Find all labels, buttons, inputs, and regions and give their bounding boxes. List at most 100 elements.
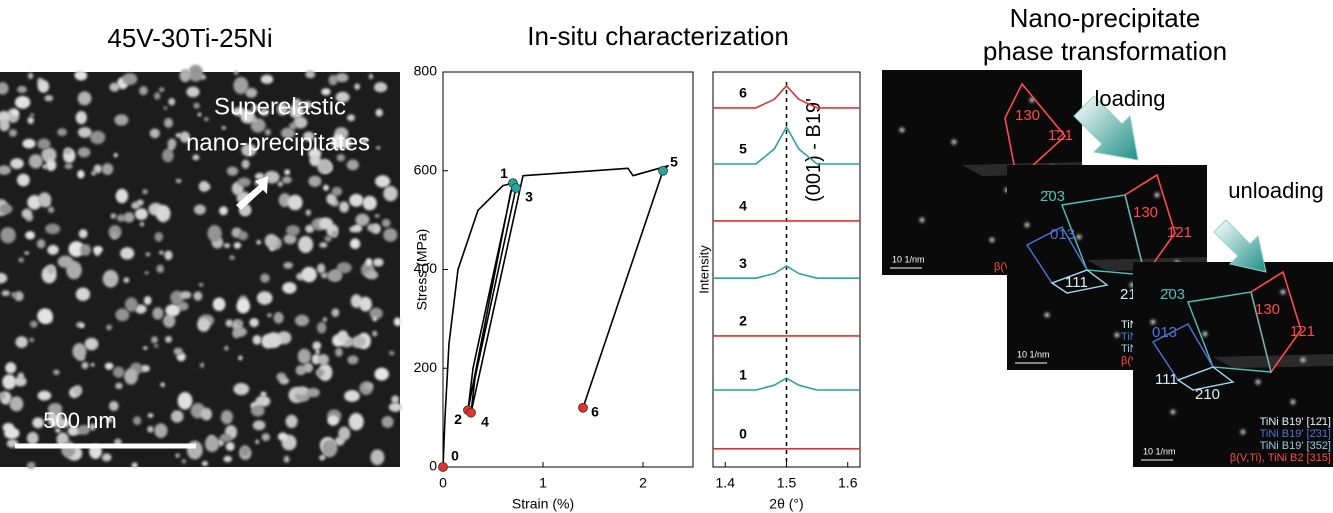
- miller-index: 130: [1015, 107, 1040, 124]
- precipitate: [41, 147, 57, 163]
- precipitate: [9, 396, 24, 412]
- precipitate: [0, 165, 11, 175]
- precipitate: [147, 413, 154, 418]
- precipitate: [251, 104, 260, 112]
- precipitate: [264, 234, 278, 248]
- precipitate: [37, 390, 52, 401]
- precipitate: [221, 126, 226, 130]
- precipitate: [180, 291, 192, 299]
- precipitate: [308, 175, 322, 187]
- precipitate: [250, 404, 265, 417]
- precipitate: [372, 330, 378, 337]
- precipitate: [14, 96, 31, 109]
- precipitate: [27, 195, 42, 210]
- precipitate: [282, 282, 297, 294]
- precipitate: [296, 386, 309, 396]
- trace-label: 3: [739, 255, 747, 271]
- precipitate: [331, 186, 343, 196]
- precipitate: [0, 204, 13, 214]
- step-label: unloading: [1228, 178, 1323, 203]
- precipitate: [260, 391, 267, 398]
- state-label: 6: [591, 403, 599, 419]
- precipitate: [123, 277, 130, 283]
- precipitate: [323, 184, 329, 191]
- sem-annotation: Superelastic: [214, 93, 346, 120]
- precipitate: [305, 70, 316, 79]
- precipitate: [17, 85, 27, 94]
- diffraction-spot: [1280, 289, 1286, 295]
- y-tick-label: 0: [429, 458, 437, 474]
- precipitate: [91, 170, 96, 176]
- precipitate: [37, 192, 52, 208]
- precipitate: [318, 217, 333, 230]
- precipitate: [46, 264, 56, 275]
- precipitate: [122, 73, 138, 85]
- precipitate: [22, 138, 36, 149]
- precipitate: [0, 227, 16, 244]
- precipitate: [149, 128, 160, 139]
- precipitate: [238, 231, 249, 241]
- y-axis-label: Intensity: [696, 245, 711, 294]
- precipitate: [289, 103, 304, 119]
- loading-arrow: [1073, 95, 1139, 161]
- xrd-trace: [713, 126, 860, 165]
- precipitate: [335, 347, 343, 357]
- precipitate: [372, 316, 378, 322]
- precipitate: [293, 116, 308, 129]
- state-label: 4: [481, 413, 489, 429]
- precipitate: [168, 98, 176, 106]
- precipitate: [251, 116, 257, 123]
- precipitate: [89, 423, 96, 431]
- precipitate: [283, 233, 297, 245]
- precipitate: [0, 82, 9, 95]
- precipitate: [321, 439, 338, 458]
- precipitate: [104, 362, 114, 370]
- miller-index: 130: [1255, 301, 1280, 318]
- precipitate: [57, 128, 67, 137]
- precipitate: [348, 413, 364, 431]
- precipitate: [233, 383, 250, 396]
- step-label: loading: [1095, 86, 1166, 111]
- diffraction-spot: [1290, 399, 1296, 405]
- state-label: 2: [454, 411, 462, 427]
- precipitate: [111, 231, 118, 240]
- state-label: 5: [670, 153, 678, 169]
- miller-index: 013: [1152, 324, 1177, 341]
- precipitate: [370, 449, 385, 466]
- precipitate: [260, 74, 274, 85]
- precipitate: [9, 129, 17, 137]
- precipitate: [293, 98, 301, 106]
- precipitate: [114, 114, 129, 126]
- precipitate: [326, 193, 337, 205]
- precipitate: [331, 308, 340, 318]
- precipitate: [316, 322, 327, 334]
- sem-arrow: [236, 176, 268, 210]
- precipitate: [197, 318, 211, 332]
- precipitate: [115, 308, 130, 322]
- precipitate: [102, 269, 119, 288]
- precipitate: [144, 271, 149, 275]
- precipitate: [0, 272, 8, 284]
- precipitate: [37, 138, 51, 150]
- precipitate: [317, 159, 332, 174]
- precipitate: [1, 290, 10, 297]
- precipitate: [93, 164, 103, 174]
- precipitate: [336, 154, 345, 162]
- precipitate: [37, 308, 53, 324]
- miller-index: 1̄21: [1167, 224, 1192, 241]
- precipitate: [374, 82, 388, 93]
- precipitate: [164, 250, 173, 261]
- precipitate: [27, 116, 34, 125]
- precipitate: [175, 453, 180, 458]
- pattern-legend: TiNi B19' [12̄1]: [1260, 416, 1331, 428]
- precipitate: [318, 364, 333, 381]
- precipitate: [362, 195, 377, 211]
- precipitate: [140, 365, 150, 373]
- precipitate: [36, 239, 46, 249]
- precipitate: [282, 176, 292, 184]
- precipitate: [124, 297, 138, 312]
- precipitate: [252, 335, 262, 345]
- precipitate: [319, 242, 328, 248]
- precipitate: [165, 304, 181, 317]
- precipitate: [335, 91, 350, 103]
